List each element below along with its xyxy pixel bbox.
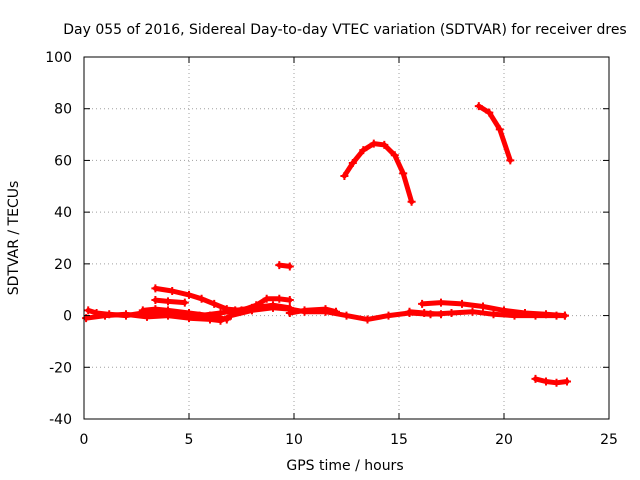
data-point (151, 305, 160, 314)
data-point (168, 287, 177, 296)
y-tick-labels: -40 -20 0 20 40 60 80 100 (45, 50, 72, 428)
data-point (485, 108, 494, 117)
data-point (500, 306, 508, 315)
data-point (479, 302, 487, 311)
x-tick-label: 10 (285, 432, 303, 448)
x-tick-labels: 0 5 10 15 20 25 (80, 432, 618, 448)
data-point (84, 306, 93, 315)
y-tick-label: 40 (54, 205, 72, 221)
data-point (560, 311, 569, 320)
data-point (437, 310, 445, 319)
data-point (458, 299, 466, 308)
data-point (405, 307, 414, 316)
data-point (468, 307, 477, 316)
y-tick-label: 20 (54, 257, 72, 273)
data-point (300, 306, 309, 315)
data-point (359, 146, 368, 155)
data-point (262, 294, 271, 303)
data-point (542, 377, 550, 386)
data-point (420, 308, 429, 317)
x-tick-label: 15 (390, 432, 408, 448)
data-point (105, 310, 114, 319)
data-point (531, 374, 540, 383)
x-tick-label: 0 (80, 432, 89, 448)
data-point (380, 140, 389, 149)
data-point (407, 197, 416, 206)
data-point (342, 311, 351, 320)
y-tick-label: 100 (45, 50, 72, 66)
data-point (474, 102, 483, 111)
data-point (185, 290, 193, 299)
data-point (521, 308, 529, 317)
data-point (252, 301, 261, 310)
y-tick-label: -20 (49, 360, 72, 376)
data-point (348, 159, 357, 168)
x-tick-label: 20 (495, 432, 513, 448)
data-point (237, 306, 246, 315)
data-point (151, 296, 160, 305)
data-point (180, 298, 189, 307)
data-point (197, 294, 206, 303)
data-point (222, 305, 231, 314)
data-point (384, 311, 393, 320)
data-point (447, 308, 456, 317)
data-point (542, 310, 550, 319)
data-point (369, 139, 378, 148)
y-axis-label: SDTVAR / TECUs (6, 181, 22, 296)
data-point (164, 297, 172, 306)
data-point (285, 308, 294, 317)
data-point (399, 169, 408, 178)
data-point (332, 307, 340, 316)
data-point (418, 299, 427, 308)
axis-ticks (83, 56, 610, 420)
y-tick-label: 80 (54, 102, 72, 118)
grid-lines (84, 57, 609, 419)
data-point (138, 306, 147, 315)
data-point (206, 311, 214, 320)
x-tick-label: 5 (185, 432, 194, 448)
data-point (321, 305, 330, 314)
data-point (563, 377, 571, 386)
series-arc-11 (287, 306, 339, 316)
data-point (275, 294, 284, 303)
y-tick-label: -40 (49, 412, 72, 428)
data-series (82, 102, 571, 387)
data-point (390, 151, 399, 160)
series-arc-7 (341, 141, 415, 205)
data-point (552, 378, 561, 387)
data-point (340, 171, 349, 180)
data-point (269, 301, 277, 310)
x-axis-label: GPS time / hours (286, 458, 403, 474)
data-point (222, 315, 231, 324)
chart-title: Day 055 of 2016, Sidereal Day-to-day VTE… (63, 22, 626, 38)
data-point (363, 315, 372, 324)
plot-frame (83, 56, 610, 420)
data-point (122, 311, 130, 320)
data-point (92, 308, 101, 317)
data-point (285, 296, 294, 305)
series-arc-8 (476, 103, 513, 163)
y-tick-label: 0 (63, 309, 72, 325)
data-point (164, 306, 172, 315)
data-point (185, 308, 193, 317)
x-tick-label: 25 (600, 432, 618, 448)
data-point (151, 284, 160, 293)
y-tick-label: 60 (54, 153, 72, 169)
data-point (275, 261, 284, 270)
data-point (210, 299, 219, 308)
data-point (506, 156, 515, 165)
series-arc-10 (533, 376, 570, 386)
data-point (285, 262, 294, 271)
data-point (495, 125, 504, 134)
data-point (437, 298, 445, 307)
data-point (489, 310, 498, 319)
